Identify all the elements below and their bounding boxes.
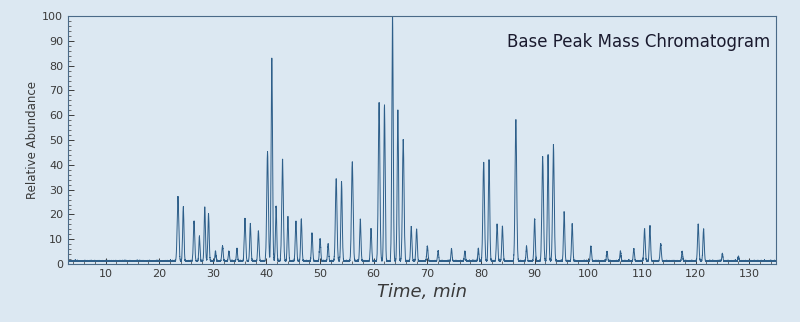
- Y-axis label: Relative Abundance: Relative Abundance: [26, 81, 39, 199]
- X-axis label: Time, min: Time, min: [377, 283, 467, 301]
- Text: Base Peak Mass Chromatogram: Base Peak Mass Chromatogram: [507, 33, 770, 52]
